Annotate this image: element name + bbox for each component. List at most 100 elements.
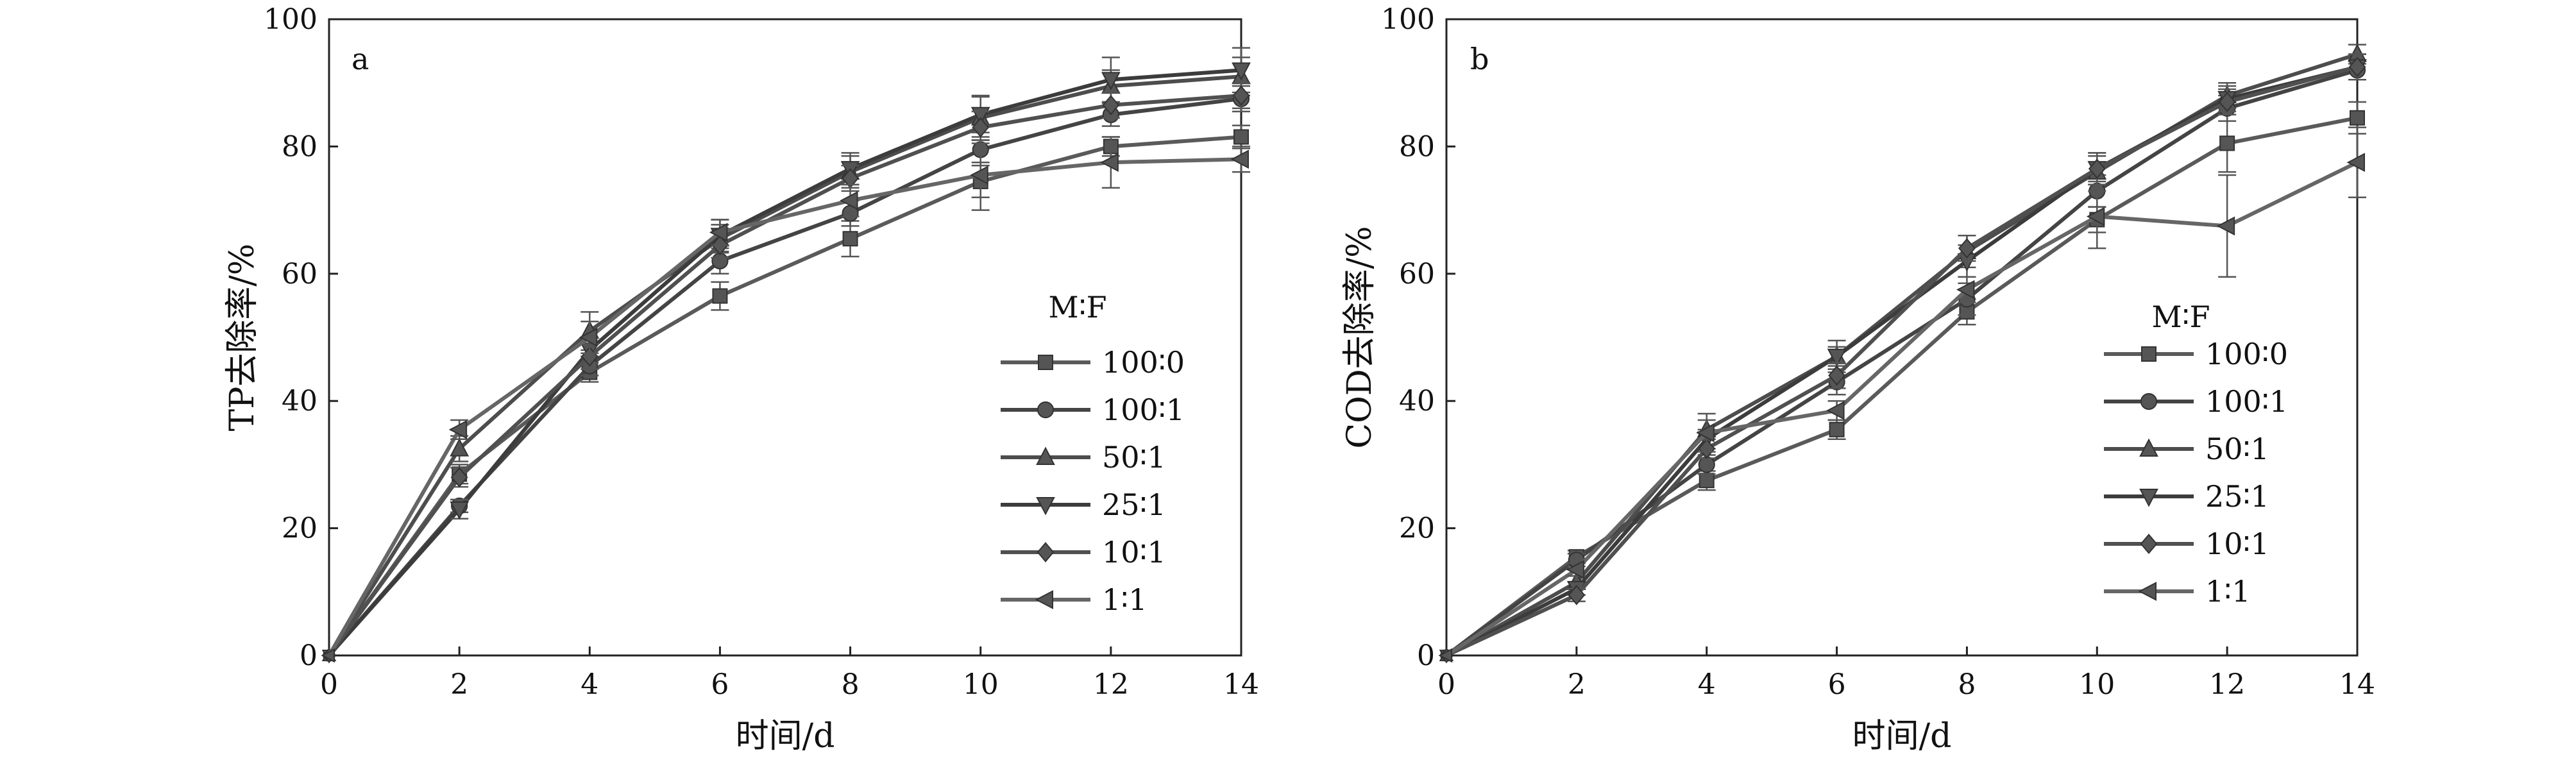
legend-marker <box>1037 401 1055 419</box>
legend-title: M∶F <box>2152 300 2210 334</box>
legend-item: 100∶0 <box>2104 337 2288 371</box>
data-point <box>970 165 988 185</box>
x-axis-title: 时间/d <box>1852 717 1952 756</box>
series-line <box>1445 65 2358 657</box>
data-point <box>1438 648 1452 663</box>
legend-marker <box>1036 497 1055 516</box>
data-point <box>2348 56 2366 78</box>
legend-item: 50∶1 <box>2104 432 2269 466</box>
data-point <box>450 467 468 488</box>
data-point <box>2219 135 2235 151</box>
legend-marker <box>2139 489 2158 507</box>
data-point <box>1827 348 1847 367</box>
panel-label: a <box>352 42 369 76</box>
data-point <box>579 328 598 347</box>
data-point <box>2346 153 2365 173</box>
y-tick-label: 0 <box>1417 639 1435 672</box>
data-point <box>450 438 469 457</box>
chart-panel-b: 0 2 4 6 8 10 12 14020406080100时间/dCOD去除率/%bM∶F1… <box>1341 3 2375 756</box>
data-point <box>1100 153 1119 173</box>
data-point <box>1230 149 1249 169</box>
data-point <box>1568 584 1586 605</box>
data-point <box>1826 401 1845 420</box>
series-line <box>1445 65 2358 657</box>
legend-item: 1∶1 <box>2104 574 2251 609</box>
data-point <box>842 231 858 247</box>
data-point <box>1232 62 1251 81</box>
data-point <box>2218 92 2236 112</box>
data-point <box>1232 85 1250 106</box>
x-tick-label: 4 <box>580 668 598 701</box>
legend-label: 1∶1 <box>1102 582 1148 617</box>
data-point <box>1102 95 1120 115</box>
y-tick-label: 60 <box>282 258 318 291</box>
data-point <box>1958 238 1976 258</box>
legend-label: 100∶1 <box>1102 393 1185 427</box>
data-point <box>321 648 335 663</box>
y-tick-label: 20 <box>1399 512 1435 545</box>
y-axis-title: COD去除率/% <box>1341 226 1379 448</box>
data-point <box>840 190 858 210</box>
legend-label: 25∶1 <box>2205 479 2269 514</box>
data-point <box>1696 423 1715 443</box>
x-tick-label: 0 <box>1437 668 1455 701</box>
y-axis-title: TP去除率/% <box>223 244 262 432</box>
series-6 <box>1438 126 2366 663</box>
legend-label: 100∶0 <box>1102 345 1185 380</box>
x-tick-label: 10 <box>963 668 999 701</box>
data-point <box>1566 560 1584 579</box>
x-tick-label: 2 <box>450 668 468 701</box>
legend-item: 100∶0 <box>1001 345 1185 380</box>
legend-marker <box>1038 355 1053 370</box>
legend-label: 10∶1 <box>2205 527 2269 561</box>
legend-title: M∶F <box>1049 290 1107 325</box>
data-point <box>1699 473 1715 489</box>
plot-frame <box>328 18 1242 657</box>
x-tick-label: 12 <box>1093 668 1129 701</box>
legend-item: 25∶1 <box>2104 479 2269 514</box>
data-point <box>2350 110 2365 126</box>
legend-label: 50∶1 <box>2205 432 2269 466</box>
y-tick-label: 100 <box>264 3 318 36</box>
x-tick-label: 6 <box>711 668 729 701</box>
y-tick-label: 40 <box>282 385 318 418</box>
legend-label: 50∶1 <box>1102 440 1166 475</box>
legend-marker <box>2141 346 2157 362</box>
legend-marker <box>2138 582 2157 601</box>
chart-panel-a: 0 2 4 6 8 10 12 14 0 20 40 60 80 100 时间/d TP去除率/% a M∶F 10… <box>223 3 1259 756</box>
y-tick-label: 20 <box>282 512 318 545</box>
x-tick-label: 6 <box>1828 668 1846 701</box>
data-point <box>712 288 728 304</box>
data-point <box>1698 456 1715 473</box>
y-tick-label: 80 <box>282 130 318 163</box>
legend-item: 10∶1 <box>1001 535 1166 570</box>
x-tick-label: 14 <box>1223 668 1259 701</box>
x-tick-label: 10 <box>2079 668 2115 701</box>
series-line <box>327 157 1242 657</box>
legend-item: 100∶1 <box>2104 384 2288 419</box>
x-tick-label: 12 <box>2209 668 2245 701</box>
data-point <box>709 223 728 242</box>
data-point <box>2086 207 2105 226</box>
legend-item: 100∶1 <box>1001 393 1185 427</box>
legend-marker <box>2140 393 2158 410</box>
y-tick-label: 80 <box>1399 130 1435 163</box>
legend-label: 100∶1 <box>2205 384 2288 419</box>
legend-item: 25∶1 <box>1001 487 1166 522</box>
data-point <box>972 117 990 138</box>
y-tick-label: 60 <box>1399 258 1435 291</box>
x-tick-label: 4 <box>1698 668 1716 701</box>
legend-marker <box>1036 446 1055 465</box>
y-tick-label: 40 <box>1399 385 1435 418</box>
legend-label: 1∶1 <box>2205 574 2251 609</box>
data-point <box>1956 280 1975 300</box>
series-6 <box>321 136 1250 663</box>
data-point <box>1101 72 1121 90</box>
data-point <box>448 419 468 439</box>
legend-marker <box>2139 438 2158 457</box>
legend-marker <box>2140 534 2158 554</box>
legend-item: 1∶1 <box>1001 582 1148 617</box>
data-point <box>450 501 469 520</box>
x-tick-label: 8 <box>842 668 860 701</box>
